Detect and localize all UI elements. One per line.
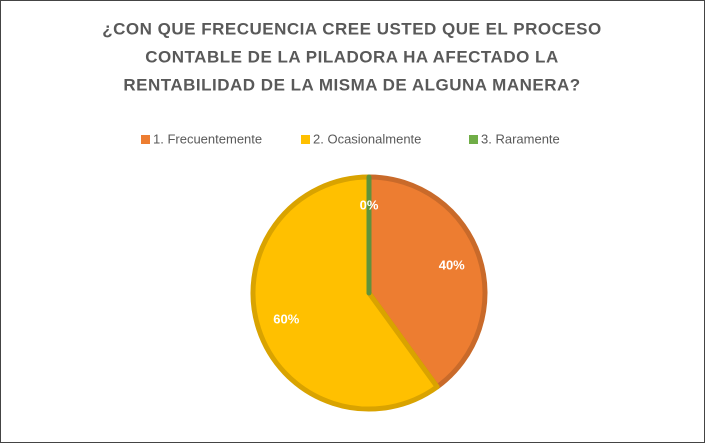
chart-title: CONTABLE DE LA PILADORA HA AFECTADO LA (145, 47, 558, 66)
chart-title: ¿CON QUE FRECUENCIA CREE USTED QUE EL PR… (102, 19, 602, 38)
data-label: 0% (360, 197, 379, 212)
legend-swatch (469, 135, 478, 144)
legend-swatch (141, 135, 150, 144)
legend-swatch (301, 135, 310, 144)
legend-label: 2. Ocasionalmente (313, 131, 421, 146)
pie-slice (366, 174, 488, 390)
pie-slice (250, 174, 440, 412)
data-label: 60% (273, 311, 299, 326)
data-label: 40% (439, 258, 465, 273)
chart-title: RENTABILIDAD DE LA MISMA DE ALGUNA MANER… (123, 75, 580, 94)
legend-label: 3. Raramente (481, 131, 560, 146)
legend-label: 1. Frecuentemente (153, 131, 262, 146)
